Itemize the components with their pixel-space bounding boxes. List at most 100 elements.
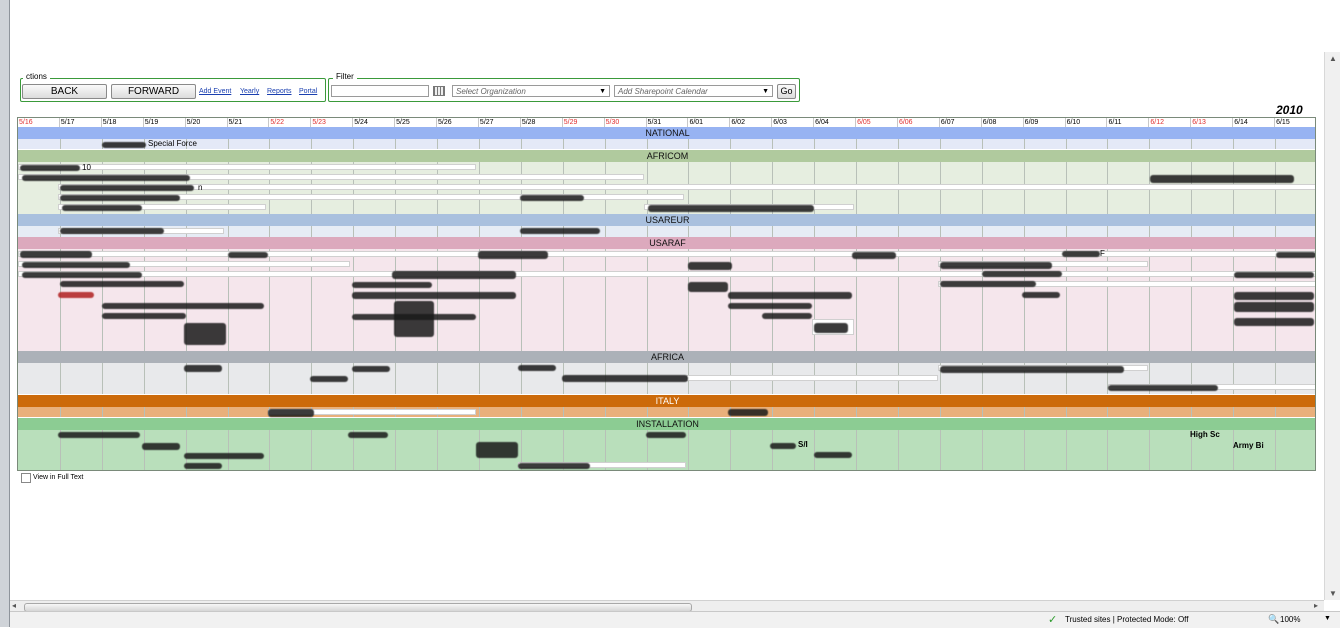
usaraf-event-text[interactable]: F bbox=[1100, 249, 1105, 258]
event-bar[interactable] bbox=[18, 164, 476, 170]
redacted-event bbox=[688, 282, 728, 292]
event-bar[interactable] bbox=[18, 174, 644, 180]
day-gridline bbox=[185, 139, 187, 149]
redacted-event bbox=[102, 303, 264, 309]
day-gridline bbox=[939, 139, 941, 149]
back-button[interactable]: BACK bbox=[22, 84, 107, 99]
horizontal-scrollbar[interactable]: ◂ ▸ bbox=[10, 600, 1324, 612]
section-header-africom: AFRICOM bbox=[18, 150, 1315, 162]
zoom-chevron-icon[interactable]: ▼ bbox=[1324, 615, 1331, 622]
chevron-down-icon: ▼ bbox=[599, 88, 606, 95]
section-header-installation: INSTALLATION bbox=[18, 418, 1315, 430]
day-gridline bbox=[646, 139, 648, 149]
day-gridline bbox=[311, 139, 313, 149]
redacted-event bbox=[648, 205, 814, 212]
redacted-event bbox=[102, 142, 146, 148]
calendar-icon[interactable] bbox=[433, 86, 445, 96]
installation-event-army[interactable]: Army Bi bbox=[1233, 441, 1264, 450]
portal-link[interactable]: Portal bbox=[299, 88, 318, 95]
day-gridline bbox=[646, 226, 648, 237]
day-gridline bbox=[353, 430, 355, 470]
day-gridline bbox=[143, 249, 145, 351]
zoom-level[interactable]: 100% bbox=[1280, 615, 1301, 624]
event-bar[interactable] bbox=[18, 251, 1315, 257]
yearly-link[interactable]: Yearly bbox=[240, 88, 260, 95]
calendar-grid: 5/16 5/17 5/18 5/19 5/20 5/21 5/22 5/23 5/24 5/25… bbox=[17, 117, 1316, 471]
redacted-event bbox=[1108, 385, 1218, 391]
national-event-text[interactable]: Special Force bbox=[148, 139, 197, 148]
scroll-down-icon[interactable]: ▼ bbox=[1329, 589, 1337, 598]
day-gridline bbox=[1191, 249, 1193, 351]
day-gridline bbox=[353, 226, 355, 237]
day-header-cell: 6/07 bbox=[940, 118, 982, 128]
scroll-right-icon[interactable]: ▸ bbox=[1314, 601, 1319, 610]
redacted-event bbox=[1234, 272, 1314, 278]
redacted-event bbox=[646, 432, 686, 438]
day-gridline bbox=[101, 430, 103, 470]
day-header-cell: 6/15 bbox=[1275, 118, 1315, 128]
installation-event-si[interactable]: S/I bbox=[798, 440, 808, 449]
redacted-event bbox=[518, 463, 590, 469]
event-bar[interactable] bbox=[18, 261, 350, 267]
day-gridline bbox=[520, 363, 522, 394]
day-gridline bbox=[856, 226, 858, 237]
day-header-cell: 5/28 bbox=[521, 118, 563, 128]
section-header-national: NATIONAL bbox=[18, 127, 1315, 139]
redacted-event bbox=[728, 409, 768, 416]
day-gridline bbox=[1107, 363, 1109, 394]
add-event-link[interactable]: Add Event bbox=[199, 88, 232, 95]
day-gridline bbox=[1065, 249, 1067, 351]
day-gridline bbox=[981, 407, 983, 417]
redacted-event bbox=[478, 251, 548, 259]
event-bar[interactable] bbox=[58, 204, 266, 210]
africom-event-text-b[interactable]: n bbox=[198, 183, 203, 192]
redacted-event bbox=[982, 271, 1062, 277]
day-gridline bbox=[856, 249, 858, 351]
day-gridline bbox=[101, 249, 103, 351]
redacted-event bbox=[520, 228, 600, 234]
scroll-left-icon[interactable]: ◂ bbox=[12, 601, 17, 610]
day-header-cell: 5/21 bbox=[228, 118, 270, 128]
event-bar[interactable] bbox=[686, 375, 938, 381]
day-gridline bbox=[814, 430, 816, 470]
event-bar[interactable] bbox=[938, 281, 1315, 287]
scroll-up-icon[interactable]: ▲ bbox=[1329, 54, 1337, 63]
day-gridline bbox=[981, 249, 983, 351]
sharepoint-calendar-select[interactable]: Add Sharepoint Calendar ▼ bbox=[614, 85, 773, 97]
day-gridline bbox=[730, 430, 732, 470]
redacted-event bbox=[852, 252, 896, 259]
day-gridline bbox=[478, 363, 480, 394]
day-gridline bbox=[1233, 249, 1235, 351]
day-gridline bbox=[269, 363, 271, 394]
event-bar[interactable] bbox=[18, 271, 1315, 277]
day-gridline bbox=[562, 407, 564, 417]
event-bar[interactable] bbox=[58, 184, 1315, 190]
day-gridline bbox=[143, 363, 145, 394]
redacted-event bbox=[688, 262, 732, 270]
day-gridline bbox=[395, 249, 397, 351]
day-header-cell: 5/29 bbox=[563, 118, 605, 128]
section-header-italy: ITALY bbox=[18, 395, 1315, 407]
redacted-event bbox=[352, 282, 432, 288]
day-gridline bbox=[1023, 226, 1025, 237]
africom-event-text[interactable]: 10 bbox=[82, 163, 91, 172]
day-header-cell: 5/26 bbox=[437, 118, 479, 128]
reports-link[interactable]: Reports bbox=[267, 88, 292, 95]
event-bar[interactable] bbox=[58, 194, 684, 200]
vertical-scrollbar[interactable]: ▲ ▼ bbox=[1324, 52, 1340, 600]
date-input[interactable] bbox=[331, 85, 429, 97]
day-header-cell: 5/25 bbox=[395, 118, 438, 128]
security-zone-text[interactable]: Trusted sites | Protected Mode: Off bbox=[1065, 615, 1189, 624]
redacted-event bbox=[1150, 175, 1294, 183]
day-gridline bbox=[856, 139, 858, 149]
organization-select[interactable]: Select Organization ▼ bbox=[452, 85, 610, 97]
section-body-italy bbox=[18, 407, 1315, 417]
view-full-text-checkbox[interactable] bbox=[21, 473, 31, 483]
redacted-event bbox=[814, 452, 852, 458]
day-gridline bbox=[269, 226, 271, 237]
forward-button[interactable]: FORWARD bbox=[111, 84, 196, 99]
redacted-event bbox=[940, 281, 1036, 287]
day-header-cell: 5/22 bbox=[269, 118, 312, 128]
go-button[interactable]: Go bbox=[777, 84, 796, 99]
installation-event-high-school[interactable]: High Sc bbox=[1190, 430, 1220, 439]
